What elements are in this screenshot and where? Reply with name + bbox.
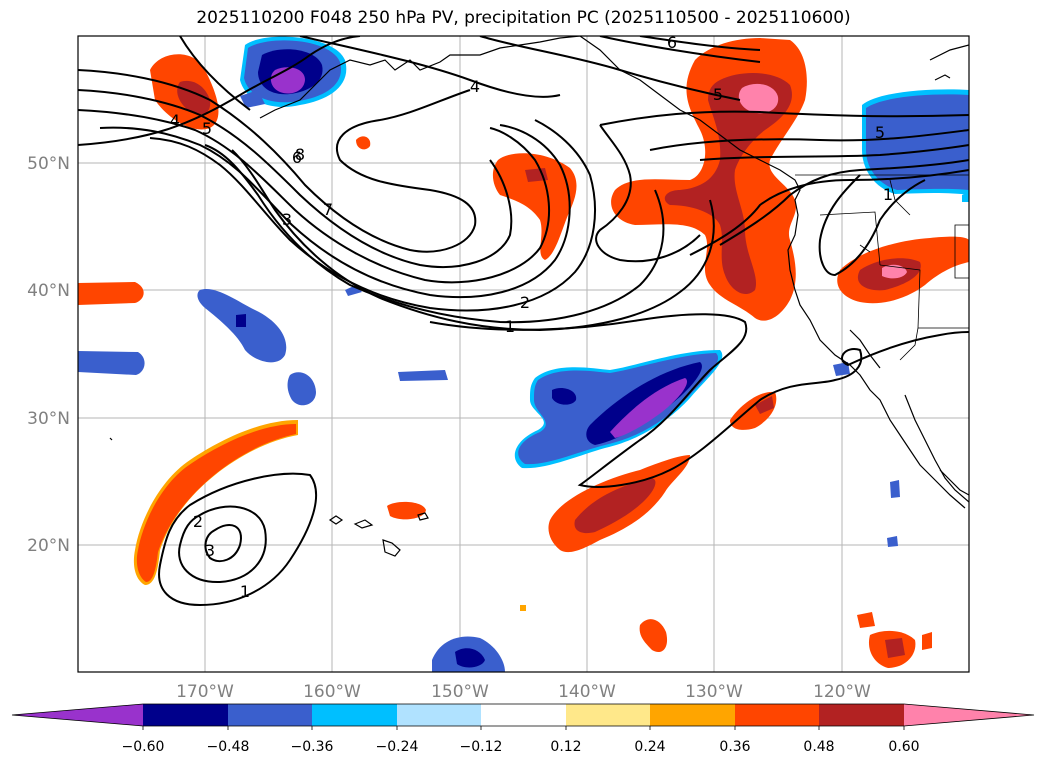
contour-label: 1 (883, 185, 893, 204)
lat-label: 30°N (27, 409, 70, 429)
contour-label: 6 (667, 33, 677, 52)
contour-label: 5 (202, 119, 212, 138)
colorbar-segment (566, 704, 650, 726)
colorbar-tick-label: −0.60 (122, 739, 165, 755)
map-frame (77, 35, 970, 673)
lat-label: 40°N (27, 281, 70, 301)
colorbar-segment (312, 704, 397, 726)
contour-label: 1 (240, 582, 250, 601)
contour-label: 8 (295, 145, 305, 164)
contour-label: 4 (470, 77, 480, 96)
colorbar-ticks: −0.60 −0.48 −0.36 −0.24 −0.12 0.12 0.24 … (122, 739, 920, 755)
lat-label: 20°N (27, 536, 70, 556)
contour-label: 5 (713, 85, 723, 104)
coastlines (109, 36, 969, 557)
lon-label: 130°W (685, 682, 743, 702)
contour-label: 2 (193, 512, 203, 531)
latitude-labels: 50°N 40°N 30°N 20°N (27, 154, 70, 556)
plot-title: 2025110200 F048 250 hPa PV, precipitatio… (196, 8, 851, 28)
lat-label: 50°N (27, 154, 70, 174)
colorbar-tick-label: 0.36 (719, 739, 750, 755)
colorbar-segment (819, 704, 904, 726)
colorbar-tick-label: 0.12 (550, 739, 581, 755)
colorbar-tick-label: 0.48 (803, 739, 834, 755)
contour-label: 1 (505, 317, 515, 336)
contour-label: 4 (170, 111, 180, 130)
colorbar-segment (397, 704, 481, 726)
colorbar-tick-label: 0.60 (888, 739, 919, 755)
lon-label: 160°W (303, 682, 361, 702)
colorbar-segment (904, 704, 1034, 726)
lon-label: 150°W (431, 682, 489, 702)
colorbar (11, 703, 1035, 730)
contour-labels: 4 5 6 4 5 6 7 8 3 2 1 1 5 2 3 1 (170, 33, 893, 601)
contour-label: 5 (875, 123, 885, 142)
contour-label: 3 (205, 541, 215, 560)
colorbar-segment (735, 704, 819, 726)
pv-contours (78, 36, 969, 607)
political-borders (795, 174, 969, 361)
contour-label: 7 (323, 200, 333, 219)
colorbar-tick-label: −0.12 (460, 739, 503, 755)
colorbar-segment (481, 704, 566, 726)
lon-label: 120°W (813, 682, 871, 702)
colorbar-segment (12, 704, 143, 726)
colorbar-segment (228, 704, 312, 726)
colorbar-tick-label: 0.24 (634, 739, 665, 755)
contour-label: 3 (282, 210, 292, 229)
contour-label: 2 (520, 293, 530, 312)
lon-label: 140°W (558, 682, 616, 702)
colorbar-tick-label: −0.36 (291, 739, 334, 755)
colorbar-tick-label: −0.24 (376, 739, 419, 755)
colorbar-tick-label: −0.48 (207, 739, 250, 755)
colorbar-segment (650, 704, 735, 726)
contour-label: 6 (292, 148, 302, 167)
colorbar-segment (143, 704, 228, 726)
lon-label: 170°W (176, 682, 234, 702)
longitude-labels: 170°W 160°W 150°W 140°W 130°W 120°W (176, 682, 871, 702)
